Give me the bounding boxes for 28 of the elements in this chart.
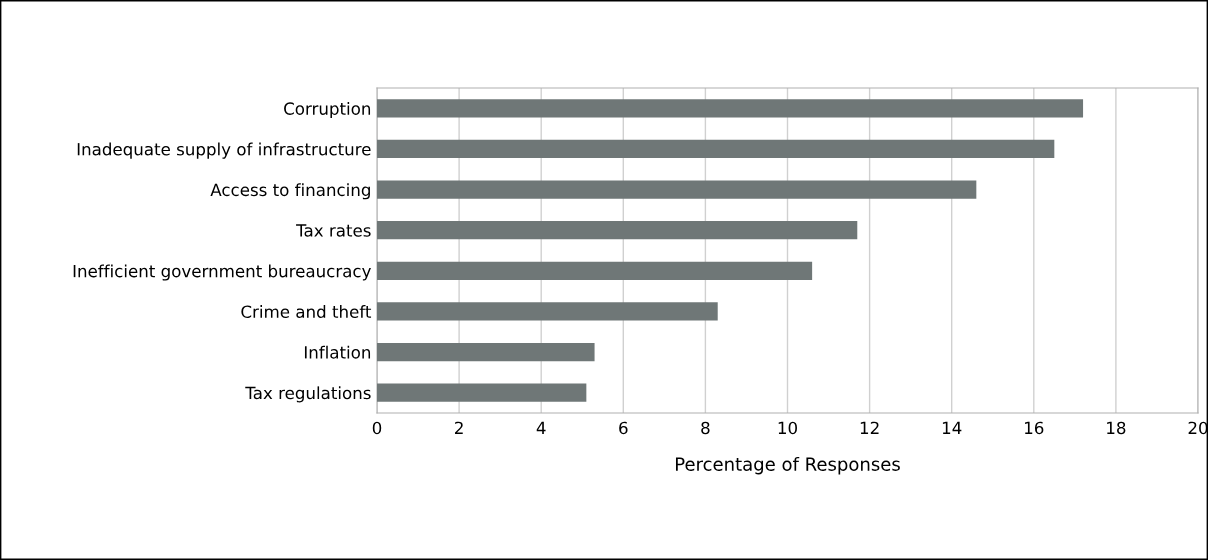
bar	[377, 302, 718, 321]
y-tick-label: Inadequate supply of infrastructure	[77, 142, 371, 159]
y-tick-label: Access to financing	[210, 183, 370, 200]
x-tick-label: 8	[701, 421, 710, 435]
y-tick-label: Crime and theft	[241, 305, 372, 319]
x-tick-label: 2	[455, 421, 463, 434]
x-tick-label: 4	[536, 421, 546, 434]
bar	[377, 221, 858, 240]
x-tick-label: 12	[860, 421, 879, 434]
bar	[377, 383, 587, 402]
y-tick-label: Inefficient government bureaucracy	[73, 264, 371, 281]
x-tick-label: 6	[619, 421, 628, 435]
y-tick-label: Tax rates	[296, 224, 371, 237]
y-tick-label: Inflation	[304, 345, 371, 359]
x-tick-label: 18	[1107, 421, 1126, 435]
x-tick-label: 16	[1025, 421, 1044, 435]
x-axis-title: Percentage of Responses	[675, 456, 900, 475]
bar	[377, 139, 1055, 159]
bar	[377, 261, 813, 280]
bar	[377, 342, 595, 362]
x-tick-label: 14	[942, 421, 962, 434]
bar	[377, 180, 977, 199]
bar	[377, 99, 1084, 118]
y-tick-label: Corruption	[284, 101, 371, 119]
x-tick-label: 20	[1188, 421, 1208, 435]
x-tick-label: 10	[778, 421, 797, 435]
y-tick-label: Tax regulations	[245, 386, 371, 403]
x-tick-label: 0	[372, 421, 382, 435]
